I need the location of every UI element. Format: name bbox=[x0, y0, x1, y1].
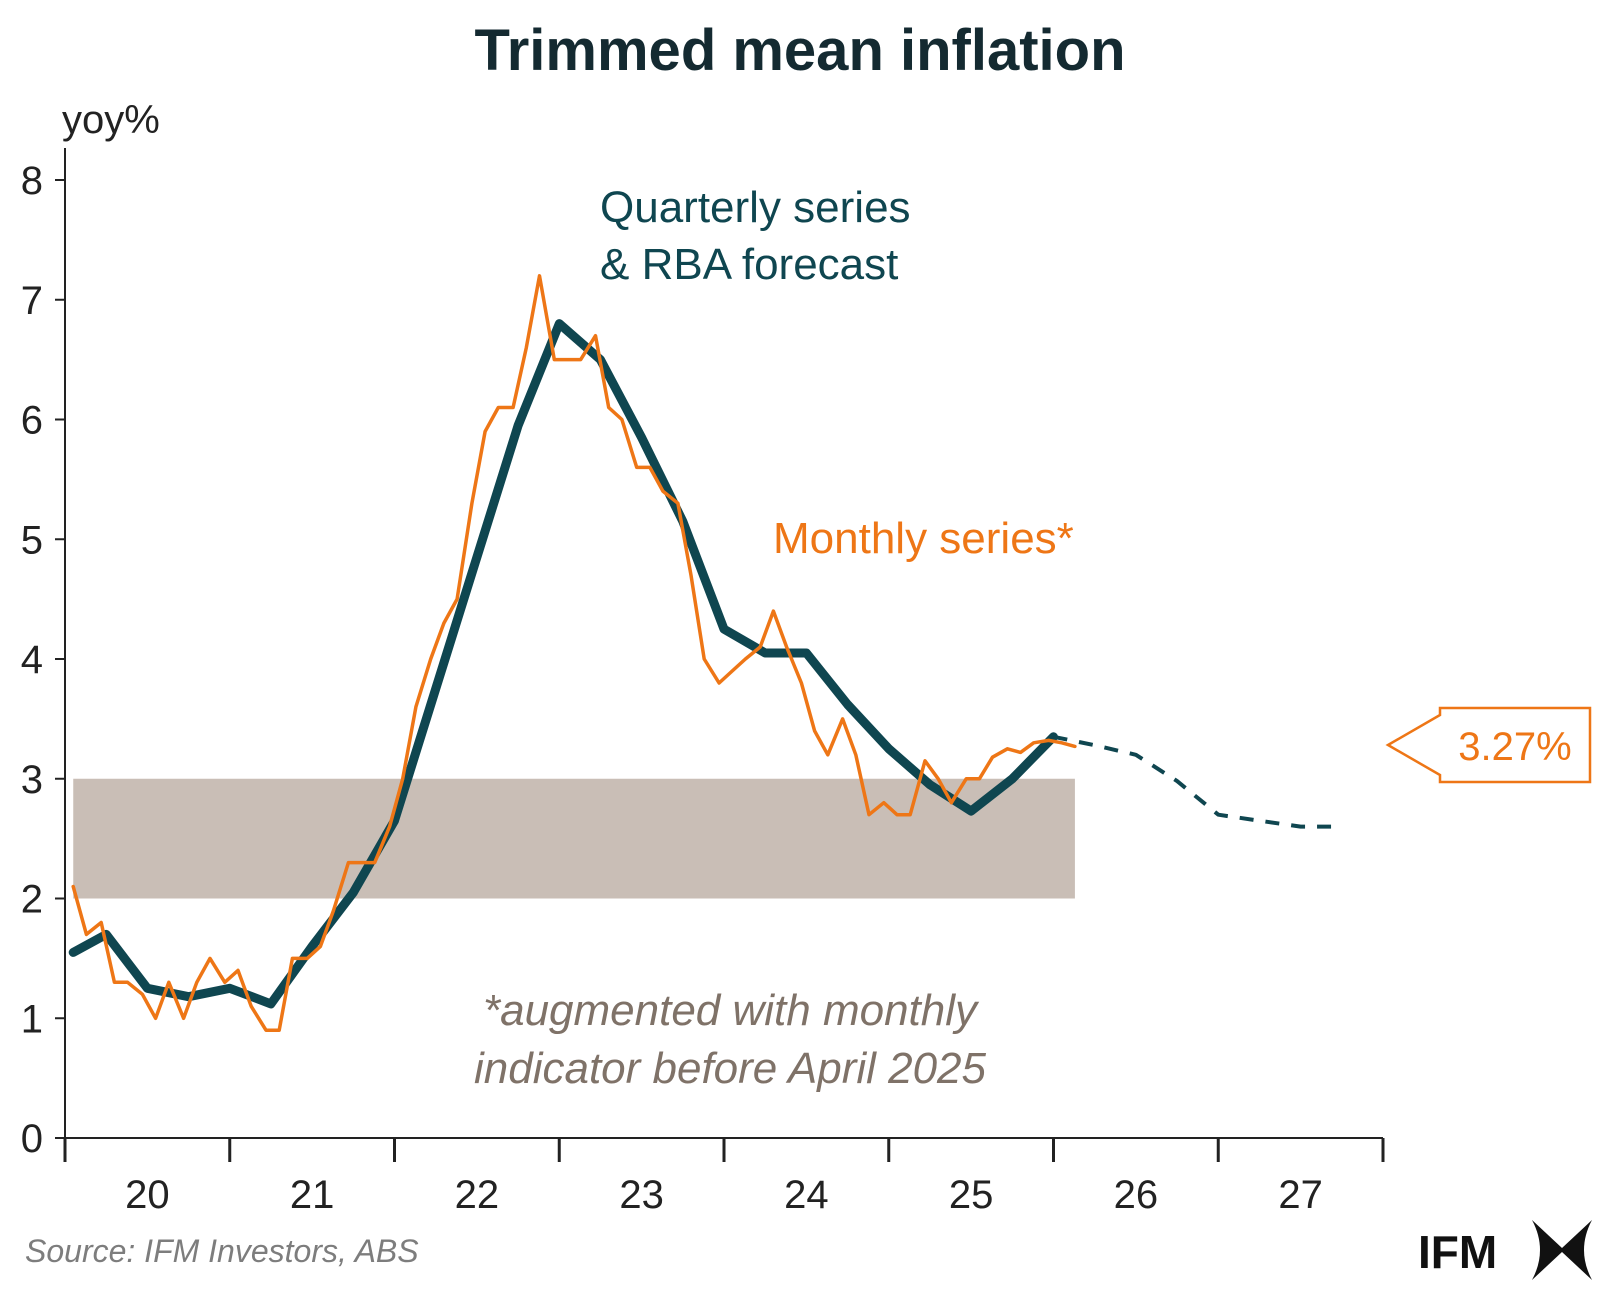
y-tick-label: 7 bbox=[21, 279, 43, 323]
y-axis-label: yoy% bbox=[62, 98, 160, 142]
x-tick-label: 21 bbox=[290, 1173, 335, 1217]
y-axis: 0 1 2 3 4 5 6 7 8 bbox=[21, 148, 66, 1161]
rba-forecast-line bbox=[1053, 734, 1342, 829]
y-tick-label: 1 bbox=[21, 997, 43, 1041]
logo-mark-icon bbox=[1532, 1220, 1592, 1280]
source-note: Source: IFM Investors, ABS bbox=[25, 1233, 419, 1269]
x-tick-label: 26 bbox=[1114, 1173, 1159, 1217]
chart-title: Trimmed mean inflation bbox=[475, 18, 1126, 83]
x-tick-label: 24 bbox=[784, 1173, 829, 1217]
y-tick-label: 4 bbox=[21, 638, 43, 682]
monthly-series-label: Monthly series* bbox=[773, 514, 1074, 563]
footnote-line1: *augmented with monthly bbox=[483, 986, 980, 1035]
latest-value-callout: 3.27% bbox=[1385, 706, 1592, 784]
x-tick-label: 23 bbox=[619, 1173, 664, 1217]
x-tick-label: 22 bbox=[455, 1173, 500, 1217]
x-tick-label: 27 bbox=[1278, 1173, 1323, 1217]
callout-value: 3.27% bbox=[1458, 725, 1571, 769]
series-layer bbox=[68, 274, 1342, 1032]
y-tick-label: 6 bbox=[21, 399, 43, 443]
x-tick-label: 20 bbox=[125, 1173, 170, 1217]
callout-box bbox=[1385, 706, 1592, 784]
y-tick-label: 0 bbox=[21, 1117, 43, 1161]
y-tick-label: 8 bbox=[21, 159, 43, 203]
logo-text: IFM bbox=[1418, 1226, 1497, 1278]
quarterly-series-line bbox=[68, 319, 1058, 1009]
x-axis: 20 21 22 23 24 25 26 27 bbox=[63, 1137, 1385, 1217]
y-tick-label: 5 bbox=[21, 518, 43, 562]
quarterly-series-label-line2: & RBA forecast bbox=[600, 240, 898, 289]
y-tick-label: 2 bbox=[21, 878, 43, 922]
target-band bbox=[73, 778, 1075, 899]
ifm-logo: IFM bbox=[1418, 1220, 1592, 1280]
monthly-series-line bbox=[71, 274, 1077, 1032]
y-tick-label: 3 bbox=[21, 758, 43, 802]
footnote-line2: indicator before April 2025 bbox=[474, 1044, 987, 1093]
quarterly-series-label-line1: Quarterly series bbox=[600, 183, 911, 232]
x-tick-label: 25 bbox=[949, 1173, 994, 1217]
